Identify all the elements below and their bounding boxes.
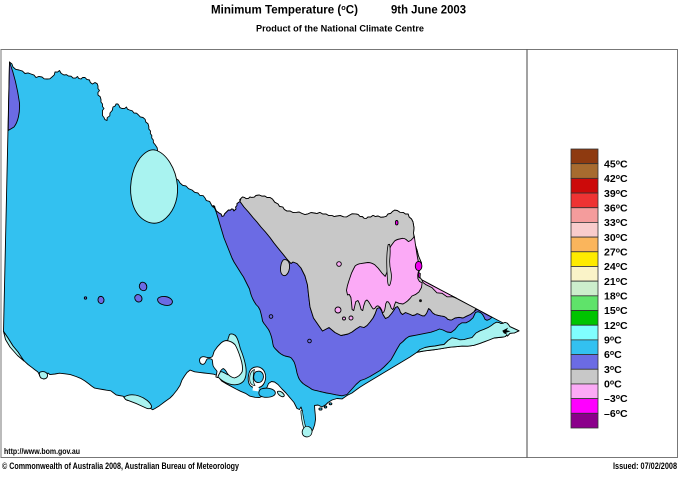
svg-text:Minimum Temperature (oC): Minimum Temperature (oC) xyxy=(211,3,358,17)
svg-text:http://www.bom.gov.au: http://www.bom.gov.au xyxy=(4,447,80,456)
svg-text:36oC: 36oC xyxy=(604,202,628,214)
svg-text:–3oC: –3oC xyxy=(604,393,628,405)
svg-text:9th June 2003: 9th June 2003 xyxy=(391,3,466,17)
svg-text:30oC: 30oC xyxy=(604,232,628,244)
svg-text:27oC: 27oC xyxy=(604,247,628,259)
svg-text:12oC: 12oC xyxy=(604,320,628,332)
svg-text:6oC: 6oC xyxy=(604,349,622,361)
svg-text:33oC: 33oC xyxy=(604,217,628,229)
svg-text:21oC: 21oC xyxy=(604,276,628,288)
svg-text:–6oC: –6oC xyxy=(604,408,628,420)
svg-text:3oC: 3oC xyxy=(604,364,622,376)
svg-text:15oC: 15oC xyxy=(604,305,628,317)
svg-text:0oC: 0oC xyxy=(604,379,622,391)
svg-text:39oC: 39oC xyxy=(604,188,628,200)
svg-text:9oC: 9oC xyxy=(604,335,622,347)
svg-text:© Commonwealth of Australia 20: © Commonwealth of Australia 2008, Austra… xyxy=(2,461,239,471)
svg-text:45oC: 45oC xyxy=(604,158,628,170)
svg-text:Product of the National Climat: Product of the National Climate Centre xyxy=(256,24,424,34)
svg-text:42oC: 42oC xyxy=(604,173,628,185)
svg-text:Issued: 07/02/2008: Issued: 07/02/2008 xyxy=(613,461,677,471)
svg-text:18oC: 18oC xyxy=(604,291,628,303)
svg-text:24oC: 24oC xyxy=(604,261,628,273)
